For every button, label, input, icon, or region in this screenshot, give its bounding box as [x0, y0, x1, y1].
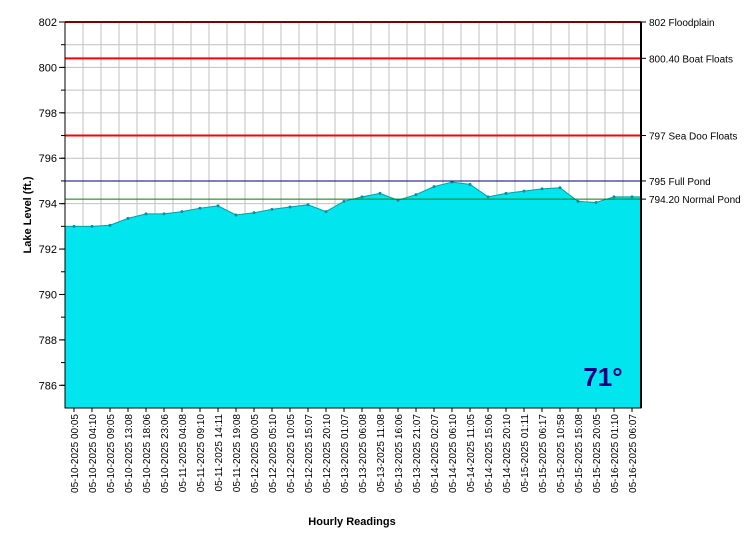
x-tick-label: 05-13-2025 16:06	[394, 414, 405, 493]
data-point	[342, 199, 346, 203]
x-tick-label: 05-12-2025 20:10	[322, 414, 333, 493]
data-point	[252, 211, 256, 215]
reference-label: 802 Floodplain	[649, 18, 715, 29]
data-point	[162, 212, 166, 216]
y-tick-label: 796	[39, 153, 57, 165]
lake-level-area	[64, 181, 642, 409]
data-point	[324, 210, 328, 214]
data-point	[468, 182, 472, 186]
data-point	[360, 195, 364, 199]
x-tick-label: 05-13-2025 11:08	[376, 414, 387, 493]
y-tick-label: 798	[39, 108, 57, 120]
data-point	[486, 195, 490, 199]
x-tick-label: 05-14-2025 20:10	[502, 414, 513, 493]
x-tick-label: 05-11-2025 14:11	[214, 414, 225, 492]
y-tick-label: 792	[39, 244, 57, 256]
x-tick-label: 05-14-2025 15:06	[484, 414, 495, 493]
x-axis-ticks: 05-10-2025 00:05 05-10-2025 04:10 05-10-20…	[70, 408, 639, 493]
data-point	[432, 185, 436, 189]
data-point	[180, 210, 184, 214]
x-tick-label: 05-15-2025 01:11	[520, 414, 531, 493]
reference-label: 800.40 Boat Floats	[649, 54, 733, 65]
data-point	[216, 204, 220, 208]
data-point	[504, 191, 508, 195]
data-point	[612, 195, 616, 199]
data-point	[576, 199, 580, 203]
data-point	[198, 206, 202, 210]
x-tick-label: 05-13-2025 21:07	[412, 414, 423, 493]
reference-label: 797 Sea Doo Floats	[649, 132, 737, 143]
reference-label: 795 Full Pond	[649, 177, 711, 188]
data-point	[90, 224, 94, 228]
x-tick-label: 05-14-2025 02:07	[430, 414, 441, 493]
x-tick-label: 05-12-2025 15:07	[304, 414, 315, 493]
data-point	[630, 195, 634, 199]
x-axis-label: Hourly Readings	[308, 516, 395, 528]
data-point	[270, 207, 274, 211]
data-point	[234, 213, 238, 217]
x-tick-label: 05-15-2025 06:17	[538, 414, 549, 493]
x-tick-label: 05-14-2025 11:05	[466, 414, 477, 493]
x-tick-label: 05-10-2025 18:06	[142, 414, 153, 493]
data-point	[306, 203, 310, 207]
y-tick-label: 800	[39, 62, 57, 74]
x-tick-label: 05-16-2025 06:07	[628, 414, 639, 493]
data-point	[378, 191, 382, 195]
data-point	[414, 193, 418, 197]
y-tick-label: 802	[39, 17, 57, 29]
x-tick-label: 05-10-2025 13:08	[124, 414, 135, 493]
x-tick-label: 05-12-2025 00:05	[250, 414, 261, 493]
y-tick-label: 794	[39, 199, 57, 211]
data-point	[522, 189, 526, 193]
data-point	[288, 205, 292, 209]
x-tick-label: 05-11-2025 09:10	[196, 414, 207, 493]
x-tick-label: 05-12-2025 10:05	[286, 414, 297, 493]
x-tick-label: 05-10-2025 23:06	[160, 414, 171, 493]
y-axis-ticks: 786 788 790 792 794 796 798 800 802	[39, 17, 65, 392]
x-tick-label: 05-10-2025 04:10	[88, 414, 99, 493]
reference-label: 794.20 Normal Pond	[649, 195, 741, 206]
x-tick-label: 05-14-2025 06:10	[448, 414, 459, 493]
x-tick-label: 05-11-2025 19:08	[232, 414, 243, 493]
y-tick-label: 790	[39, 289, 57, 301]
x-tick-label: 05-10-2025 09:05	[106, 414, 117, 493]
data-point	[72, 224, 76, 228]
y-axis-label: Lake Level (ft.)	[22, 176, 34, 253]
data-point	[144, 212, 148, 216]
x-tick-label: 05-11-2025 04:08	[178, 414, 189, 493]
x-tick-label: 05-15-2025 15:08	[574, 414, 585, 493]
data-point	[594, 201, 598, 205]
x-tick-label: 05-13-2025 06:08	[358, 414, 369, 493]
x-tick-label: 05-15-2025 20:05	[592, 414, 603, 493]
y-tick-label: 788	[39, 335, 57, 347]
temperature-badge: 71°	[577, 355, 629, 399]
x-tick-label: 05-15-2025 10:58	[556, 414, 567, 493]
data-point	[108, 223, 112, 227]
data-point	[558, 186, 562, 190]
data-point	[126, 216, 130, 220]
x-tick-label: 05-16-2025 01:10	[610, 414, 621, 493]
x-tick-label: 05-10-2025 00:05	[70, 414, 81, 493]
data-point	[540, 187, 544, 191]
x-tick-label: 05-13-2025 01:07	[340, 414, 351, 493]
x-tick-label: 05-12-2025 05:10	[268, 414, 279, 493]
y-tick-label: 786	[39, 380, 57, 392]
